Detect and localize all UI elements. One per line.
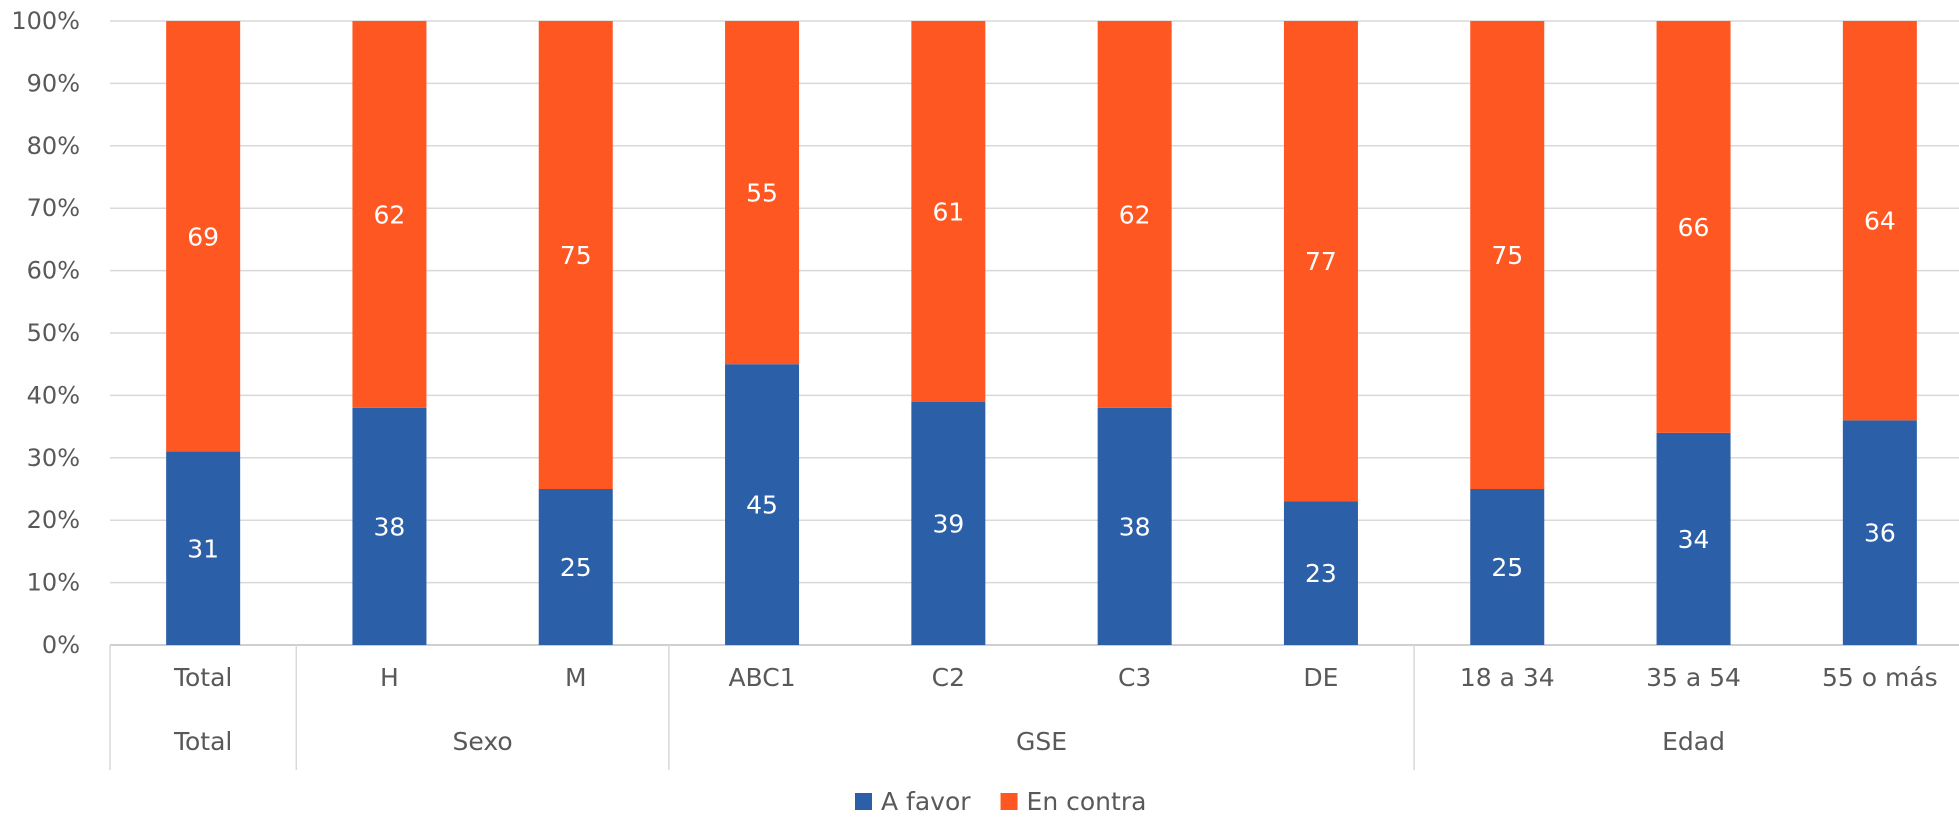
bar-segment — [1470, 21, 1545, 489]
data-label: 25 — [560, 553, 592, 582]
x-tick-label: ABC1 — [728, 663, 795, 692]
y-tick-label: 60% — [27, 257, 80, 285]
bar-segment — [166, 451, 241, 645]
bar-segment — [911, 21, 986, 402]
y-tick-label: 30% — [27, 444, 80, 472]
bar-segment — [1283, 501, 1358, 645]
bar-segment — [725, 21, 800, 365]
legend: A favor En contra — [855, 787, 1146, 816]
data-label: 69 — [187, 222, 219, 251]
data-label: 45 — [746, 491, 778, 520]
bar-segment — [538, 21, 613, 489]
x-group-label: GSE — [1016, 727, 1067, 756]
y-axis-ticks: 0% 10% 20% 30% 40% 50% 60% 70% 80% 90% 100% — [11, 7, 80, 659]
x-axis: Total H M ABC1 C2 C3 DE 18 a 34 35 a 54 55 o más T… — [109, 645, 1938, 770]
x-tick-label: C3 — [1118, 663, 1151, 692]
bar-segment — [911, 401, 986, 645]
bar-segment — [352, 407, 427, 645]
data-label: 61 — [932, 197, 964, 226]
y-tick-label: 100% — [11, 7, 80, 35]
x-tick-label: 35 a 54 — [1646, 663, 1741, 692]
data-label: 34 — [1678, 525, 1710, 554]
data-labels: 31 69 38 62 25 75 45 55 39 61 38 62 23 77 25 75 34 66 36 64 — [187, 179, 1896, 589]
bar-segment — [1097, 21, 1172, 408]
data-label: 64 — [1864, 207, 1896, 236]
data-label: 23 — [1305, 559, 1337, 588]
data-label: 36 — [1864, 519, 1896, 548]
x-tick-label: H — [380, 663, 399, 692]
legend-swatch — [1000, 793, 1018, 810]
data-label: 38 — [1119, 512, 1151, 541]
x-tick-label: M — [565, 663, 587, 692]
bar-segment — [1656, 21, 1731, 433]
x-group-label: Edad — [1662, 727, 1725, 756]
x-tick-label: DE — [1303, 663, 1338, 692]
x-group-label: Total — [173, 727, 232, 756]
bar-segment — [1656, 432, 1731, 645]
bar-segment — [1842, 21, 1917, 421]
legend-swatch — [855, 793, 872, 810]
data-label: 25 — [1491, 553, 1523, 582]
bars — [166, 21, 1917, 645]
legend-label: A favor — [881, 787, 971, 816]
data-label: 39 — [932, 509, 964, 538]
bar-segment — [538, 489, 613, 645]
data-label: 66 — [1678, 213, 1710, 242]
data-label: 38 — [374, 512, 406, 541]
y-tick-label: 20% — [27, 506, 80, 534]
bar-segment — [166, 21, 241, 452]
data-label: 31 — [187, 534, 219, 563]
y-tick-label: 90% — [27, 69, 80, 97]
data-label: 55 — [746, 179, 778, 208]
x-tick-label: Total — [173, 663, 232, 692]
bar-segment — [1842, 420, 1917, 645]
data-label: 62 — [374, 200, 406, 229]
data-label: 75 — [1491, 241, 1523, 270]
data-label: 77 — [1305, 247, 1337, 276]
y-tick-label: 80% — [27, 132, 80, 160]
x-tick-label: C2 — [932, 663, 965, 692]
bar-segment — [1283, 21, 1358, 502]
y-tick-label: 0% — [42, 631, 80, 659]
data-label: 75 — [560, 241, 592, 270]
y-tick-label: 40% — [27, 381, 80, 409]
x-tick-label: 18 a 34 — [1460, 663, 1555, 692]
x-tick-label: 55 o más — [1822, 663, 1938, 692]
bar-segment — [1097, 407, 1172, 645]
legend-label: En contra — [1027, 787, 1147, 816]
y-tick-label: 10% — [27, 569, 80, 597]
y-tick-label: 70% — [27, 194, 80, 222]
bar-segment — [352, 21, 427, 408]
data-label: 62 — [1119, 200, 1151, 229]
bar-segment — [725, 364, 800, 645]
x-group-label: Sexo — [453, 727, 513, 756]
y-tick-label: 50% — [27, 319, 80, 347]
bar-segment — [1470, 489, 1545, 645]
